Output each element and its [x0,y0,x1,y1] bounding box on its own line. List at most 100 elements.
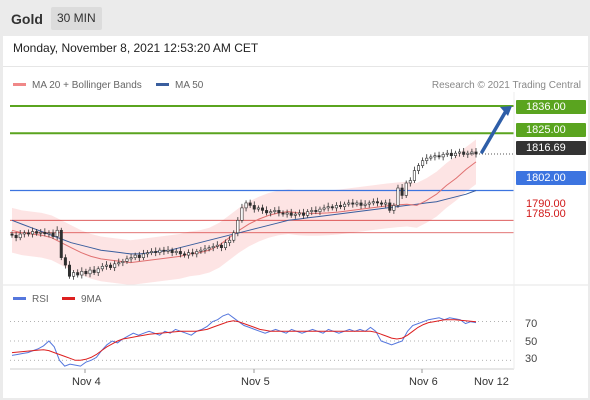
level-label-1836: 1836.00 [516,100,586,114]
candle-body [322,207,326,210]
level-label-1790: 1790.00 [526,198,566,210]
candle-body [22,232,26,235]
ma50-swatch [156,82,169,86]
candle-body [384,202,388,205]
candle-body [211,246,215,248]
candle-body [158,249,162,253]
candle-body [26,232,30,235]
candle-body [199,249,203,252]
candle-body [104,264,108,267]
candle-body [207,247,211,250]
candle-body [14,234,18,239]
candle-body [55,229,59,237]
candle-body [458,151,462,154]
candle-body [306,211,310,216]
ma50-line [11,190,477,255]
candle-body [154,251,158,253]
candle-body [326,206,330,209]
x-tick-nov12: Nov 12 [474,376,509,388]
candle-body [474,151,478,155]
top-bar: Gold 30 MIN [0,0,590,36]
candle-body [277,210,281,214]
candle-body [170,249,174,253]
candle-body [392,205,396,211]
candle-body [224,242,228,248]
candle-body [129,257,133,260]
candle-body [425,157,429,161]
candle-body [273,210,277,212]
candle-body [244,202,248,209]
candle-body [10,233,14,236]
candle-body [260,207,264,211]
candle-body [400,187,404,196]
candle-body [470,151,474,154]
candle-body [178,251,182,255]
candle-body [318,208,322,212]
candle-body [174,251,178,253]
timeframe-button[interactable]: 30 MIN [51,7,102,30]
legend-ma20-label: MA 20 + Bollinger Bands [32,80,142,91]
candle-body [265,210,269,214]
rsi-tick-30: 30 [525,353,538,365]
candle-body [449,152,453,156]
candle-body [281,212,285,215]
candle-body [76,272,80,276]
candle-body [240,207,244,221]
legend-rsi-label: RSI [32,294,49,305]
rsi-chart [10,313,514,367]
candle-body [359,202,363,206]
candle-body [429,156,433,159]
candle-body [437,155,441,158]
candle-body [51,232,55,237]
candle-body [100,266,104,270]
candle-body [141,253,145,258]
candle-body [375,201,379,204]
header-divider [3,66,588,67]
candle-body [109,264,113,268]
candle-body [88,269,92,275]
candle-body [84,270,88,275]
legend-ma20: MA 20 + Bollinger Bands [13,80,142,91]
target-arrow-shaft [480,109,508,154]
candle-body [228,239,232,244]
candle-body [187,252,191,256]
candle-body [232,232,236,241]
candle-body [310,210,314,212]
candle-body [146,252,150,255]
candle-body [355,202,359,205]
candle-body [404,182,408,196]
candle-body [203,248,207,251]
candle-body [125,258,129,262]
candle-body [396,187,400,206]
x-tick-nov4: Nov 4 [72,376,101,388]
candle-body [236,220,240,234]
candle-body [380,202,384,205]
price-chart [3,92,588,373]
bollinger-band [12,139,476,285]
candle-body [351,202,355,205]
candle-body [285,212,289,215]
candle-body [445,152,449,155]
candle-body [297,212,301,215]
candle-body [31,231,35,235]
level-label-1802: 1802.00 [516,171,586,185]
candle-body [67,264,71,277]
candle-body [338,205,342,207]
candle-body [441,154,445,158]
candle-body [182,253,186,256]
candle-body [248,202,252,206]
candle-body [302,212,306,216]
candle-body [293,213,297,216]
candle-body [150,251,154,253]
candle-body [166,249,170,252]
rsi-line [11,313,477,367]
x-tick-nov6: Nov 6 [409,376,438,388]
candle-body [35,231,39,234]
x-tick-nov5: Nov 5 [241,376,270,388]
candle-body [72,272,76,277]
candle-body [117,262,121,265]
candle-body [330,206,334,209]
candle-body [289,212,293,216]
candle-body [314,210,318,212]
